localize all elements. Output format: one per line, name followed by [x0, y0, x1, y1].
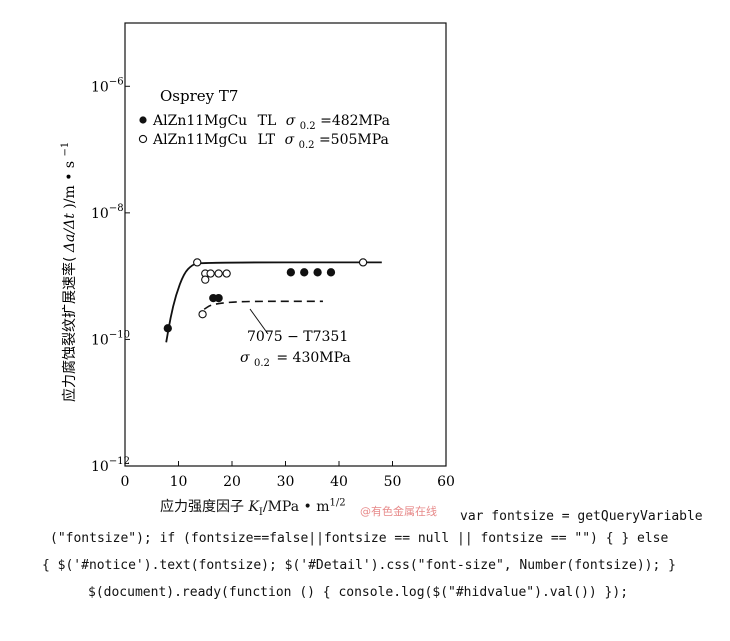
annotation-7075-label: 7075 − T7351 [247, 329, 348, 345]
code-line-3: { $('#notice').text(fontsize); $('#Detai… [42, 558, 676, 573]
series-1-point [300, 268, 309, 277]
y-tick-label: 10−6 [91, 76, 124, 95]
annotation-sigma-value: = 430MPa [276, 350, 350, 366]
code-line-4: $(document).ready(function () { console.… [88, 585, 629, 600]
legend-entry-2: AlZn11MgCu LT σ 0.2 =505MPa [152, 132, 389, 152]
y-axis-label-unit: )/m • s [62, 161, 78, 209]
x-tick-label: 20 [223, 474, 241, 490]
annotation-leader-line [249, 308, 269, 335]
chart: 0 10 20 30 40 50 60 10−6 10−8 10−10 10−12 Osprey … [60, 22, 455, 490]
legend-entry-2-orientation: LT [258, 132, 276, 148]
x-axis-title-sup: 1/2 [329, 497, 346, 509]
code-line-1: var fontsize = getQueryVariable [460, 509, 703, 524]
series-2-point [214, 269, 223, 278]
x-axis-ticks: 0 10 20 30 40 50 60 [121, 461, 455, 490]
legend-entry-1-value: =482MPa [320, 113, 390, 129]
y-axis-label-prefix: 应力腐蚀裂纹扩展速率( [61, 257, 78, 402]
series-2-point [201, 275, 210, 284]
x-axis-title-sub: I [258, 506, 263, 518]
series-3-curve [203, 300, 323, 310]
series-2-point [193, 258, 202, 267]
series-2-point [198, 310, 207, 319]
y-tick-label: 10−8 [91, 203, 124, 222]
x-axis-title-unit: /MPa • m [262, 499, 330, 515]
y-axis-label: 应力腐蚀裂纹扩展速率( Δa/Δt )/m • s −1 [60, 142, 78, 402]
annotation-7075-sigma: σ 0.2 = 430MPa [240, 350, 351, 370]
x-tick-label: 10 [170, 474, 188, 490]
legend-entry-1-name: AlZn11MgCu [152, 113, 247, 129]
series-2-point [206, 269, 215, 278]
y-axis-ticks: 10−6 10−8 10−10 10−12 [91, 76, 130, 475]
series-1-point [313, 268, 322, 277]
series-1-point [326, 268, 336, 277]
legend-entry-2-sigma: σ [285, 132, 295, 148]
series-1-point [163, 324, 172, 333]
legend-entry-2-value: =505MPa [319, 132, 389, 148]
markers [163, 258, 368, 333]
legend-entry-2-sigma-sub: 0.2 [299, 140, 315, 151]
x-axis-title-prefix: 应力强度因子 [160, 499, 249, 515]
legend: Osprey T7 AlZn11MgCu TL σ 0.2 =482MPa Al… [138, 87, 390, 152]
series-1-point [286, 268, 295, 277]
legend-entry-1-sigma-sub: 0.2 [300, 121, 316, 132]
legend-marker-filled [139, 116, 147, 124]
x-tick-label: 30 [277, 474, 295, 490]
x-tick-label: 0 [121, 474, 130, 490]
y-axis-label-sup: −1 [60, 142, 71, 157]
legend-entry-2-name: AlZn11MgCu [152, 132, 247, 148]
x-axis-title: 应力强度因子 KI/MPa • m1/2 [160, 496, 346, 518]
x-tick-label: 60 [437, 474, 455, 490]
code-line-2: ("fontsize"); if (fontsize==false||fonts… [50, 531, 669, 546]
annotation-sigma-sub: 0.2 [254, 358, 270, 369]
legend-entry-1-sigma: σ [286, 113, 296, 129]
legend-marker-open [138, 134, 148, 144]
legend-entry-1-orientation: TL [258, 113, 277, 129]
y-tick-label: 10−10 [91, 329, 130, 348]
y-axis-label-symbol: Δa/Δt [62, 213, 78, 253]
series-2-point [222, 269, 231, 278]
annotation-sigma-symbol: σ [240, 350, 250, 366]
legend-title: Osprey T7 [160, 87, 238, 105]
y-tick-label: 10−12 [91, 456, 130, 475]
watermark: @有色金属在线 [360, 505, 437, 518]
x-tick-label: 40 [330, 474, 348, 490]
x-axis-title-symbol: K [248, 499, 259, 515]
series-1-point [214, 293, 223, 303]
legend-entry-1: AlZn11MgCu TL σ 0.2 =482MPa [152, 113, 390, 133]
x-tick-label: 50 [384, 474, 402, 490]
series-2-point [358, 258, 368, 267]
